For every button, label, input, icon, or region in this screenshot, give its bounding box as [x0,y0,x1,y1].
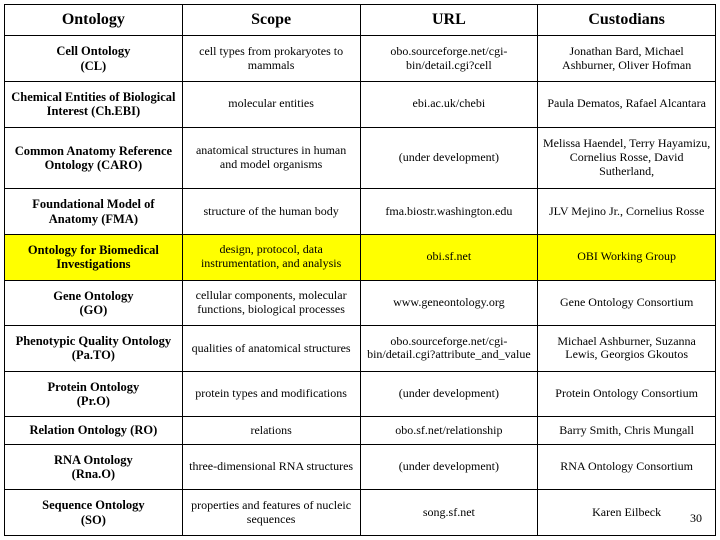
cell-custodians: Melissa Haendel, Terry Hayamizu, Corneli… [538,127,716,189]
table-row: Chemical Entities of Biological Interest… [5,82,716,128]
table-body: Cell Ontology(CL)cell types from prokary… [5,36,716,536]
cell-url: (under development) [360,371,538,417]
cell-url: obo.sf.net/relationship [360,417,538,444]
cell-ontology: Sequence Ontology(SO) [5,490,183,536]
cell-ontology: Relation Ontology (RO) [5,417,183,444]
cell-custodians: Barry Smith, Chris Mungall [538,417,716,444]
cell-url: obi.sf.net [360,234,538,280]
cell-custodians: Karen Eilbeck [538,490,716,536]
cell-ontology: Chemical Entities of Biological Interest… [5,82,183,128]
cell-ontology: Phenotypic Quality Ontology(Pa.TO) [5,326,183,372]
cell-scope: anatomical structures in human and model… [182,127,360,189]
cell-scope: relations [182,417,360,444]
cell-url: (under development) [360,444,538,490]
cell-custodians: Gene Ontology Consortium [538,280,716,326]
cell-url: obo.sourceforge.net/cgi-bin/detail.cgi?a… [360,326,538,372]
col-header-custodians: Custodians [538,5,716,36]
cell-url: obo.sourceforge.net/cgi-bin/detail.cgi?c… [360,36,538,82]
cell-custodians: Jonathan Bard, Michael Ashburner, Oliver… [538,36,716,82]
ontology-table: Ontology Scope URL Custodians Cell Ontol… [4,4,716,536]
cell-custodians: RNA Ontology Consortium [538,444,716,490]
cell-ontology: Common Anatomy Reference Ontology (CARO) [5,127,183,189]
table-row: RNA Ontology(Rna.O)three-dimensional RNA… [5,444,716,490]
cell-scope: protein types and modifications [182,371,360,417]
table-row: Phenotypic Quality Ontology(Pa.TO)qualit… [5,326,716,372]
cell-scope: design, protocol, data instrumentation, … [182,234,360,280]
cell-custodians: JLV Mejino Jr., Cornelius Rosse [538,189,716,235]
table-row: Foundational Model of Anatomy (FMA)struc… [5,189,716,235]
col-header-url: URL [360,5,538,36]
table-row: Common Anatomy Reference Ontology (CARO)… [5,127,716,189]
cell-scope: three-dimensional RNA structures [182,444,360,490]
cell-scope: cellular components, molecular functions… [182,280,360,326]
cell-url: song.sf.net [360,490,538,536]
page-number: 30 [690,511,702,526]
cell-custodians: Michael Ashburner, Suzanna Lewis, Georgi… [538,326,716,372]
table-row: Cell Ontology(CL)cell types from prokary… [5,36,716,82]
cell-ontology: Cell Ontology(CL) [5,36,183,82]
cell-url: www.geneontology.org [360,280,538,326]
cell-ontology: Foundational Model of Anatomy (FMA) [5,189,183,235]
page-container: Ontology Scope URL Custodians Cell Ontol… [0,0,720,540]
cell-custodians: OBI Working Group [538,234,716,280]
cell-scope: structure of the human body [182,189,360,235]
cell-custodians: Paula Dematos, Rafael Alcantara [538,82,716,128]
cell-scope: molecular entities [182,82,360,128]
table-header-row: Ontology Scope URL Custodians [5,5,716,36]
cell-ontology: RNA Ontology(Rna.O) [5,444,183,490]
col-header-scope: Scope [182,5,360,36]
table-row: Sequence Ontology(SO)properties and feat… [5,490,716,536]
cell-url: fma.biostr.washington.edu [360,189,538,235]
cell-scope: qualities of anatomical structures [182,326,360,372]
cell-ontology: Protein Ontology(Pr.O) [5,371,183,417]
cell-ontology: Gene Ontology(GO) [5,280,183,326]
cell-scope: cell types from prokaryotes to mammals [182,36,360,82]
cell-scope: properties and features of nucleic seque… [182,490,360,536]
table-row: Protein Ontology(Pr.O)protein types and … [5,371,716,417]
cell-url: ebi.ac.uk/chebi [360,82,538,128]
table-row: Ontology for Biomedical Investigationsde… [5,234,716,280]
cell-custodians: Protein Ontology Consortium [538,371,716,417]
col-header-ontology: Ontology [5,5,183,36]
table-row: Relation Ontology (RO)relationsobo.sf.ne… [5,417,716,444]
table-row: Gene Ontology(GO)cellular components, mo… [5,280,716,326]
cell-url: (under development) [360,127,538,189]
cell-ontology: Ontology for Biomedical Investigations [5,234,183,280]
